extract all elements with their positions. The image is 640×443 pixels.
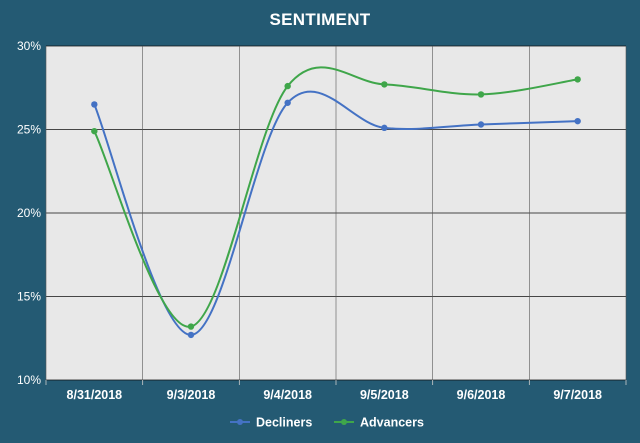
legend-label-decliners: Decliners: [256, 416, 312, 430]
data-point-decliners: [91, 101, 98, 108]
data-point-advancers: [574, 76, 581, 83]
x-tick-label: 8/31/2018: [67, 388, 123, 402]
chart-title: SENTIMENT: [269, 10, 371, 29]
data-point-advancers: [477, 91, 485, 98]
data-point-decliners: [187, 331, 195, 339]
data-point-advancers: [91, 127, 98, 135]
x-tick-label: 9/3/2018: [167, 388, 216, 402]
x-tick-label: 9/4/2018: [263, 388, 312, 402]
data-point-advancers: [381, 81, 388, 88]
data-point-decliners: [477, 121, 485, 128]
data-point-advancers: [187, 323, 195, 330]
data-point-decliners: [284, 99, 291, 106]
x-tick-label: 9/5/2018: [360, 388, 409, 402]
legend-label-advancers: Advancers: [360, 416, 424, 430]
legend-marker-advancers: [341, 419, 347, 425]
x-tick-label: 9/6/2018: [457, 388, 506, 402]
y-tick-label: 10%: [17, 373, 41, 387]
x-tick-label: 9/7/2018: [553, 388, 602, 402]
y-tick-label: 15%: [17, 290, 41, 304]
data-point-decliners: [574, 117, 581, 125]
data-point-decliners: [381, 124, 388, 132]
y-tick-label: 25%: [17, 123, 41, 137]
legend-marker-decliners: [237, 419, 243, 425]
y-tick-label: 20%: [17, 206, 41, 220]
data-point-advancers: [284, 82, 291, 90]
y-tick-label: 30%: [17, 39, 41, 53]
